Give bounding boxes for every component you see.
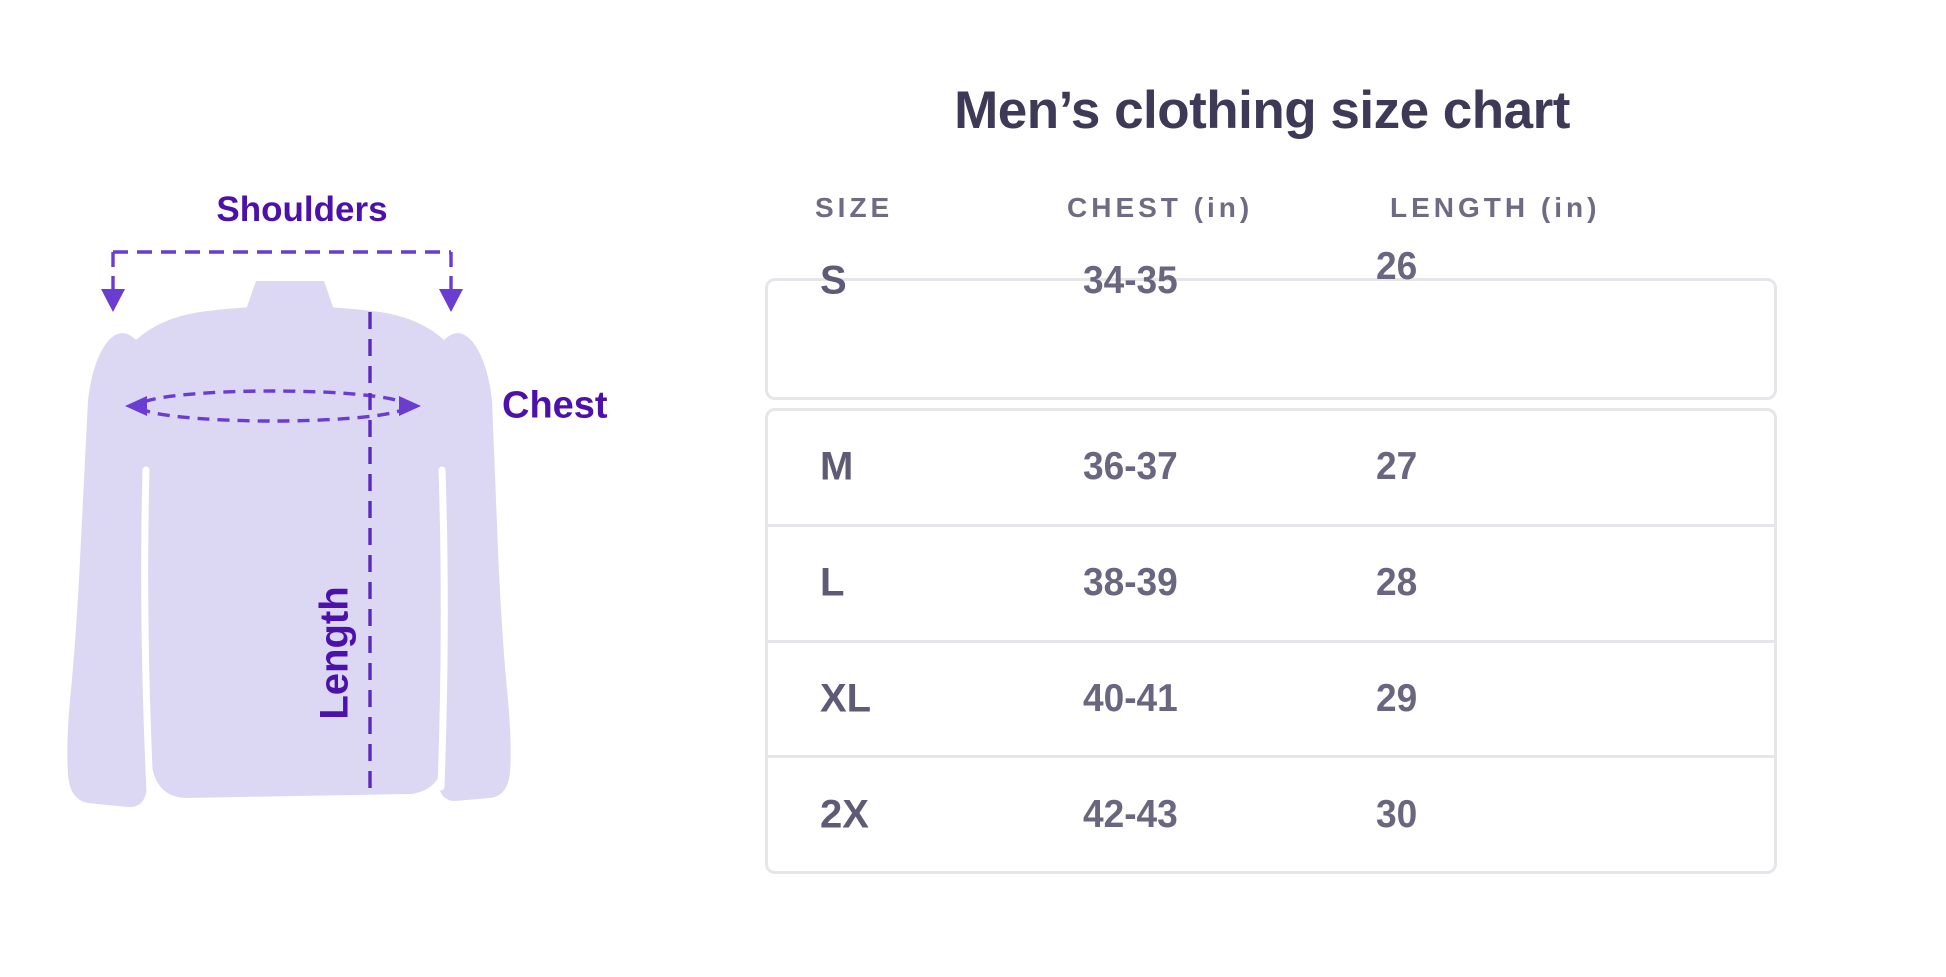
length-label: Length [312, 586, 357, 720]
cell-length: 30 [1376, 792, 1418, 836]
column-header-chest: CHEST (in) [1067, 192, 1254, 223]
cell-length: 26 [1376, 245, 1418, 288]
table-row: M 36-37 27 [768, 411, 1774, 524]
cell-chest: 38-39 [1083, 561, 1178, 605]
table-row: XL 40-41 29 [768, 639, 1774, 756]
column-header-size: SIZE [815, 192, 894, 223]
shoulders-right-arrow-icon [439, 289, 463, 312]
cell-size: M [820, 444, 854, 489]
table-row: 2X 42-43 30 [768, 755, 1774, 871]
cell-chest: 40-41 [1083, 676, 1178, 720]
cell-length: 29 [1376, 676, 1418, 720]
cell-length: 28 [1376, 561, 1418, 605]
size-table-row-card-s: S 34-35 26 [765, 245, 1777, 400]
table-column-headers: SIZE CHEST (in) LENGTH (in) [0, 192, 1946, 226]
shirt-collar-shape [243, 281, 337, 318]
chest-left-arrow-icon [125, 396, 147, 416]
shoulders-left-arrow-icon [101, 289, 125, 312]
cell-size: 2X [820, 792, 869, 837]
cell-size: L [820, 560, 845, 605]
page-title: Men’s clothing size chart [954, 81, 1570, 140]
cell-chest: 34-35 [1083, 259, 1178, 302]
shirt-measurement-diagram [67, 250, 511, 808]
table-row: L 38-39 28 [768, 523, 1774, 640]
column-header-length: LENGTH (in) [1390, 192, 1601, 223]
cell-chest: 42-43 [1083, 792, 1178, 836]
cell-length: 27 [1376, 445, 1418, 489]
size-table-rows-card: M 36-37 27 L 38-39 28 XL 40-41 29 2X 42-… [765, 408, 1777, 874]
right-sleeve-gap [437, 466, 448, 791]
cell-size: XL [820, 676, 872, 721]
shoulders-label: Shoulders [216, 190, 388, 229]
shoulders-bracket-line [111, 250, 453, 290]
chest-label: Chest [502, 384, 608, 427]
shirt-left-sleeve-shape [67, 333, 152, 808]
cell-chest: 36-37 [1083, 445, 1178, 489]
shirt-right-sleeve-shape [434, 333, 511, 801]
shirt-torso-shape [135, 306, 452, 798]
cell-size: S [820, 258, 847, 303]
left-sleeve-gap [141, 466, 154, 796]
chest-right-arrow-icon [399, 396, 421, 416]
